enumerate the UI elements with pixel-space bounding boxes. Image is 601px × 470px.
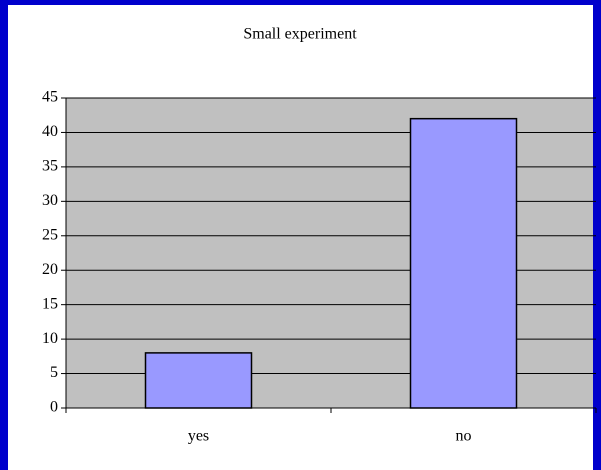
x-tick-label: yes — [188, 428, 209, 445]
bar — [144, 352, 253, 409]
y-tick-label: 0 — [50, 399, 58, 416]
chart-title: Small experiment — [243, 26, 357, 43]
bar — [409, 117, 518, 409]
y-tick-label: 25 — [42, 226, 58, 243]
y-tick-label: 5 — [50, 364, 58, 381]
x-tick-label: no — [456, 428, 472, 445]
y-tick-label: 20 — [42, 261, 58, 278]
y-tick-label: 30 — [42, 192, 58, 209]
y-tick-label: 45 — [42, 89, 58, 106]
y-tick-label: 35 — [42, 158, 58, 175]
y-tick-label: 10 — [42, 330, 58, 347]
y-tick-label: 40 — [42, 123, 58, 140]
y-tick-label: 15 — [42, 295, 58, 312]
